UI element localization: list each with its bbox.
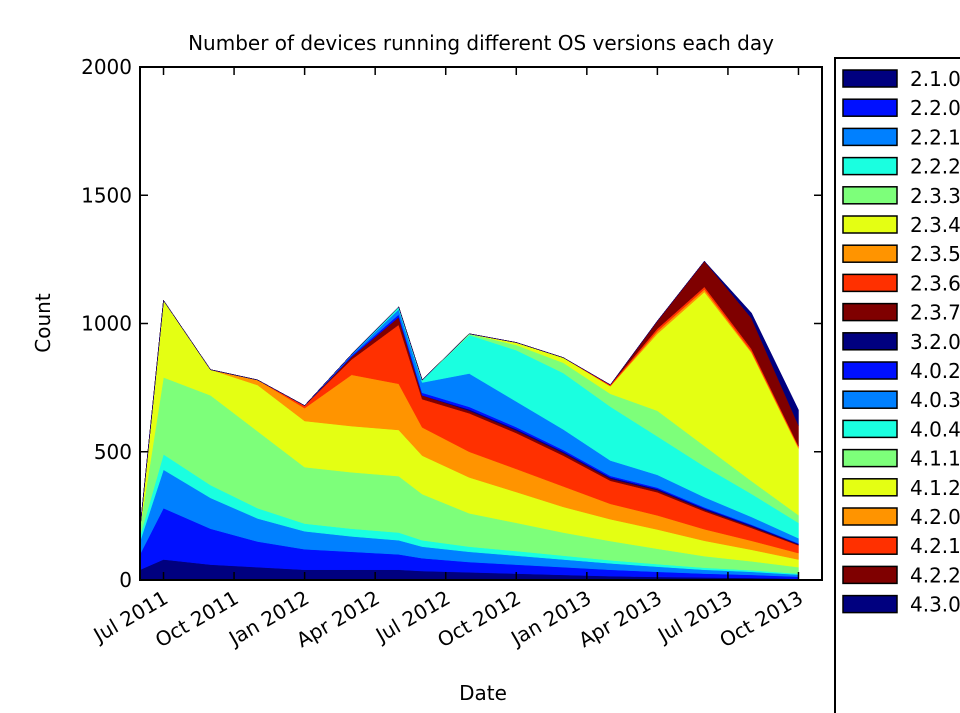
y-axis-label: Count [31, 293, 55, 353]
legend-swatch [842, 565, 898, 585]
legend-label: 4.0.3 [910, 388, 960, 412]
legend-swatch [842, 244, 898, 263]
y-tick-label: 1000 [81, 312, 132, 336]
legend-label: 2.3.5 [910, 242, 960, 266]
legend-swatch [842, 536, 898, 555]
y-tick-label: 2000 [81, 55, 132, 79]
legend-swatch [842, 478, 898, 497]
legend-swatch [842, 448, 898, 468]
legend-swatch [842, 419, 898, 439]
legend-label: 3.2.0 [910, 330, 960, 354]
y-tick-label: 500 [94, 440, 132, 464]
legend-swatch [842, 98, 898, 117]
legend-label: 2.2.0 [910, 96, 960, 120]
legend-swatch [842, 507, 898, 526]
legend-swatch [842, 186, 898, 205]
legend-swatch [842, 156, 898, 176]
legend-swatch [842, 215, 898, 234]
legend-swatch [842, 273, 898, 293]
legend-swatch [842, 302, 898, 322]
area [139, 260, 799, 529]
legend-label: 4.2.0 [910, 505, 960, 529]
legend-label: 4.1.2 [910, 476, 960, 500]
legend-label: 2.3.7 [910, 301, 960, 325]
legend-label: 2.2.1 [910, 125, 960, 149]
legend-swatch [842, 69, 898, 88]
legend-label: 4.0.4 [910, 417, 960, 441]
legend-label: 2.2.2 [910, 155, 960, 179]
y-tick-label: 1500 [81, 183, 132, 207]
legend-swatch [842, 390, 898, 409]
legend-label: 4.2.1 [910, 534, 960, 558]
legend-swatch [842, 594, 898, 614]
legend-label: 4.3.0 [910, 593, 960, 617]
y-tick-label: 0 [119, 568, 132, 592]
legend-label: 4.1.1 [910, 447, 960, 471]
x-axis-label: Date [459, 681, 507, 705]
legend-swatch [842, 127, 898, 147]
legend-label: 4.2.2 [910, 563, 960, 587]
legend-label: 2.3.3 [910, 184, 960, 208]
legend-label: 2.3.6 [910, 271, 960, 295]
legend-swatch [842, 361, 898, 380]
legend-label: 4.0.2 [910, 359, 960, 383]
legend-swatch [842, 332, 898, 351]
legend-label: 2.3.4 [910, 213, 960, 237]
legend-label: 2.1.0 [910, 67, 960, 91]
chart-title: Number of devices running different OS v… [188, 31, 774, 55]
